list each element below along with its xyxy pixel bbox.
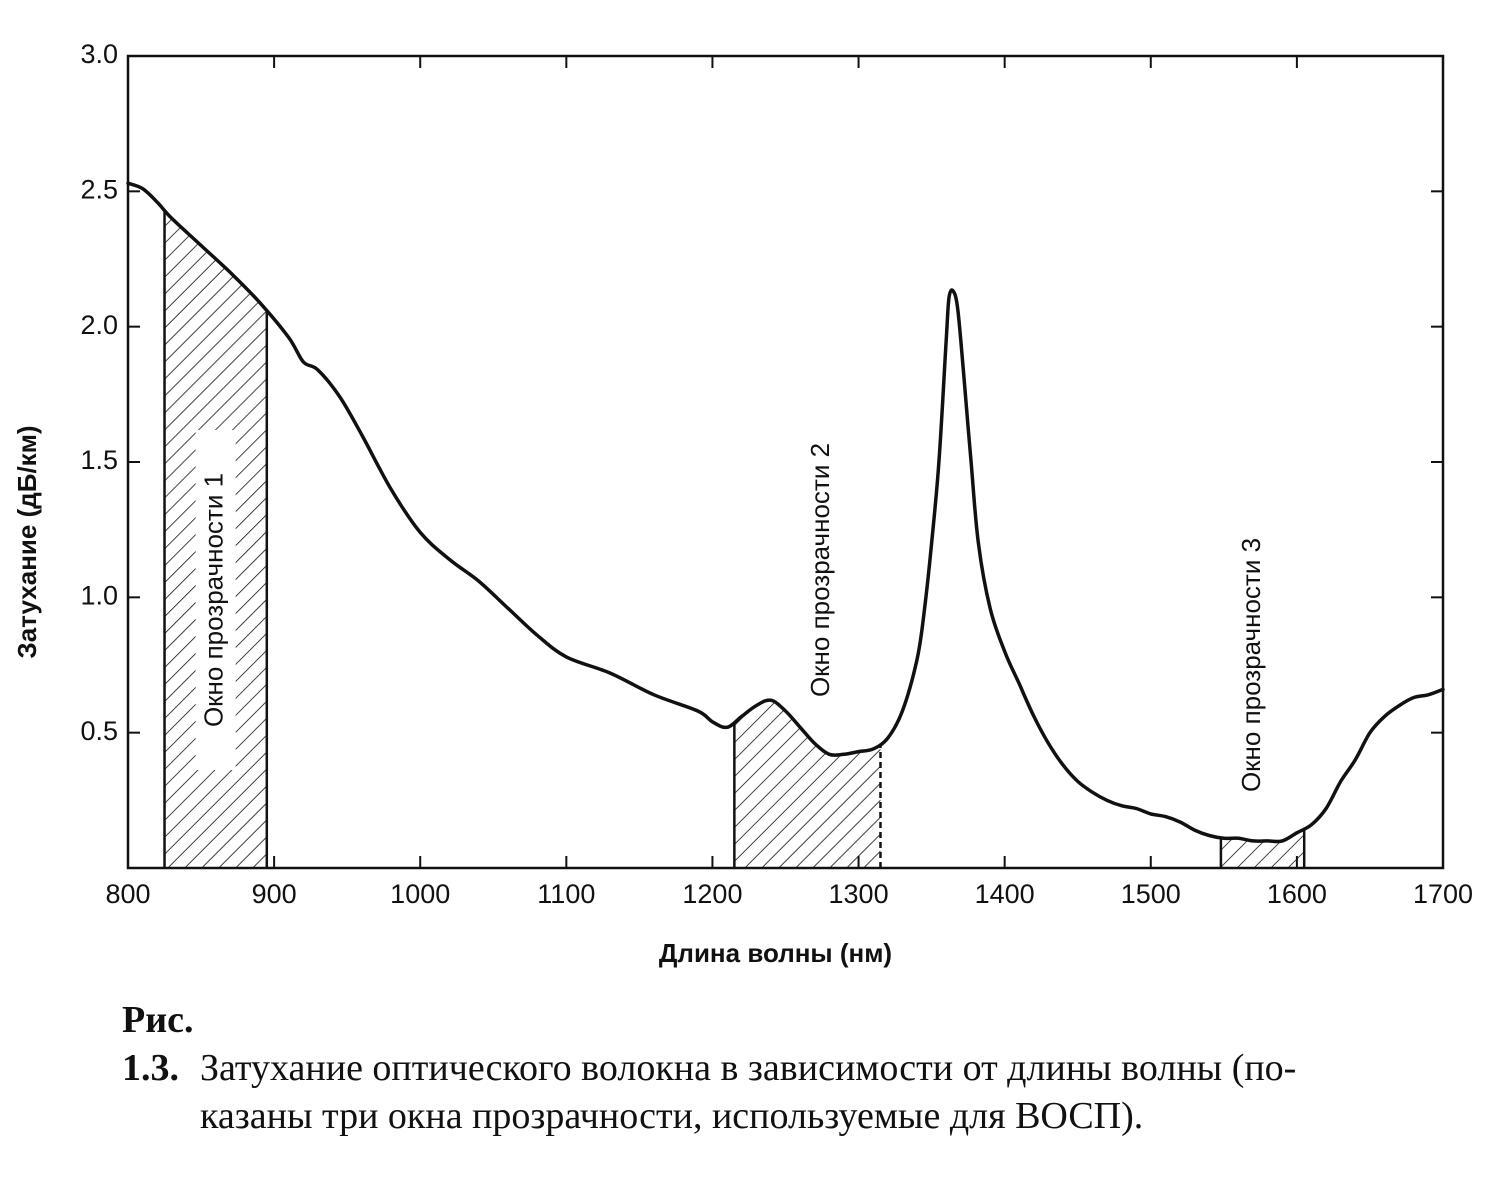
window-label-background [195, 430, 236, 770]
figure-number: Рис. 1.3. [122, 999, 194, 1089]
attenuation-curve [126, 181, 1445, 844]
transparency-windows [163, 210, 1306, 869]
x-tick-label: 1300 [829, 879, 889, 909]
caption-line-2: казаны три окна прозрачности, используем… [200, 1095, 1144, 1137]
x-tick-label: 1100 [537, 879, 595, 909]
x-tick-label: 800 [105, 879, 150, 909]
y-tick-label: 1.0 [80, 580, 118, 610]
y-tick-label: 3.0 [80, 39, 118, 69]
y-tick-label: 2.5 [80, 174, 118, 204]
y-tick-label: 2.0 [80, 310, 118, 340]
figure-caption: Рис. 1.3. Затухание оптического волокна в… [122, 996, 1492, 1140]
x-tick-label: 900 [252, 879, 297, 909]
window-label-1: Окно прозрачности 1 [199, 473, 229, 727]
axis-labels: Окно прозрачности 1 Окно прозрачности 2 Ок… [80, 39, 1473, 909]
x-tick-label: 1200 [682, 879, 742, 909]
axis-ticks [127, 55, 1444, 868]
x-axis-title: Длина волны (нм) [659, 938, 892, 968]
x-tick-label: 1000 [390, 879, 450, 909]
x-tick-label: 1500 [1121, 879, 1181, 909]
x-tick-label: 1700 [1413, 879, 1473, 909]
caption-line-1: Затухание оптического волокна в зависимо… [200, 1047, 1297, 1089]
transparency-window-2 [734, 701, 881, 868]
window-label-3: Окно прозрачности 3 [1236, 538, 1266, 792]
y-tick-label: 0.5 [80, 716, 118, 746]
window-label-2: Окно прозрачности 2 [805, 443, 835, 697]
x-tick-label: 1600 [1267, 879, 1327, 909]
x-tick-label: 1400 [975, 879, 1035, 909]
y-tick-label: 1.5 [80, 445, 118, 475]
y-axis-title: Затухание (дБ/км) [12, 425, 42, 658]
transparency-window-3 [1220, 828, 1305, 868]
